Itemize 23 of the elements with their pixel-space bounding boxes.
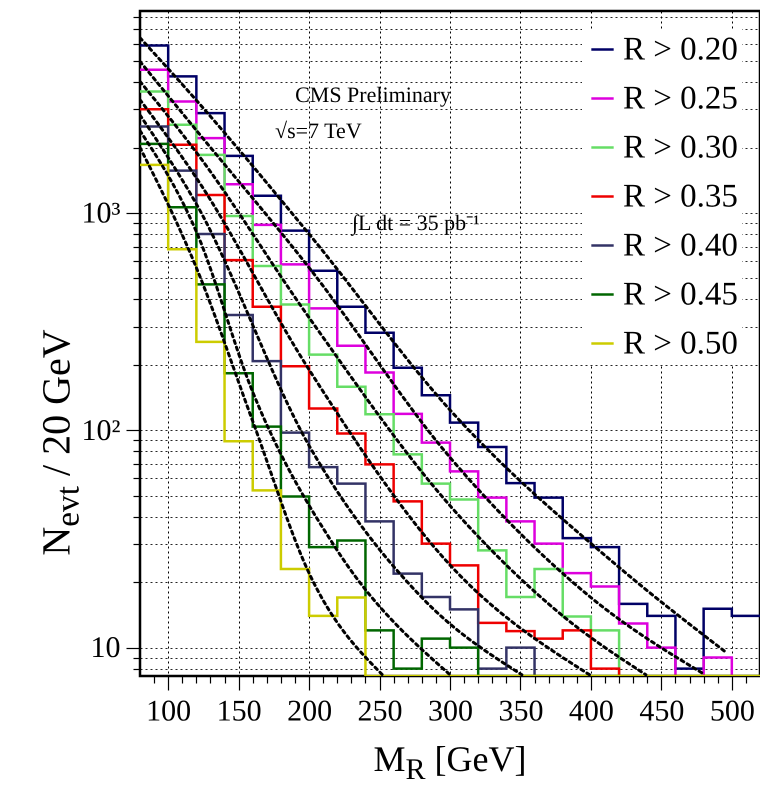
x-tick-label: 350 (498, 694, 544, 728)
x-tick-label: 500 (710, 694, 755, 728)
legend-label: R > 0.45 (623, 276, 738, 312)
x-tick-label: 100 (146, 694, 192, 728)
legend-label: R > 0.30 (623, 130, 738, 166)
legend-label: R > 0.40 (623, 228, 738, 264)
annotation: ∫L dt = 35 pb⁻¹ (350, 210, 480, 236)
x-tick-label: 300 (428, 694, 473, 728)
legend-label: R > 0.25 (623, 80, 738, 116)
x-axis-title: M$_{R}$ [GeV] (372, 738, 528, 788)
y-tick-label: 10³ (82, 196, 120, 230)
x-tick-label: 150 (216, 694, 262, 728)
legend-label: R > 0.35 (623, 178, 738, 214)
y-tick-label: 10 (90, 631, 120, 664)
legend-label: R > 0.20 (623, 32, 738, 68)
y-tick-label: 10² (82, 414, 120, 447)
x-tick-label: 200 (287, 694, 332, 728)
x-tick-label: 400 (568, 694, 614, 728)
annotation: √s=7 TeV (275, 118, 362, 143)
x-tick-label: 250 (358, 694, 403, 728)
annotation: CMS Preliminary (295, 82, 451, 107)
x-tick-label: 450 (639, 694, 684, 728)
legend-label: R > 0.50 (623, 326, 738, 362)
